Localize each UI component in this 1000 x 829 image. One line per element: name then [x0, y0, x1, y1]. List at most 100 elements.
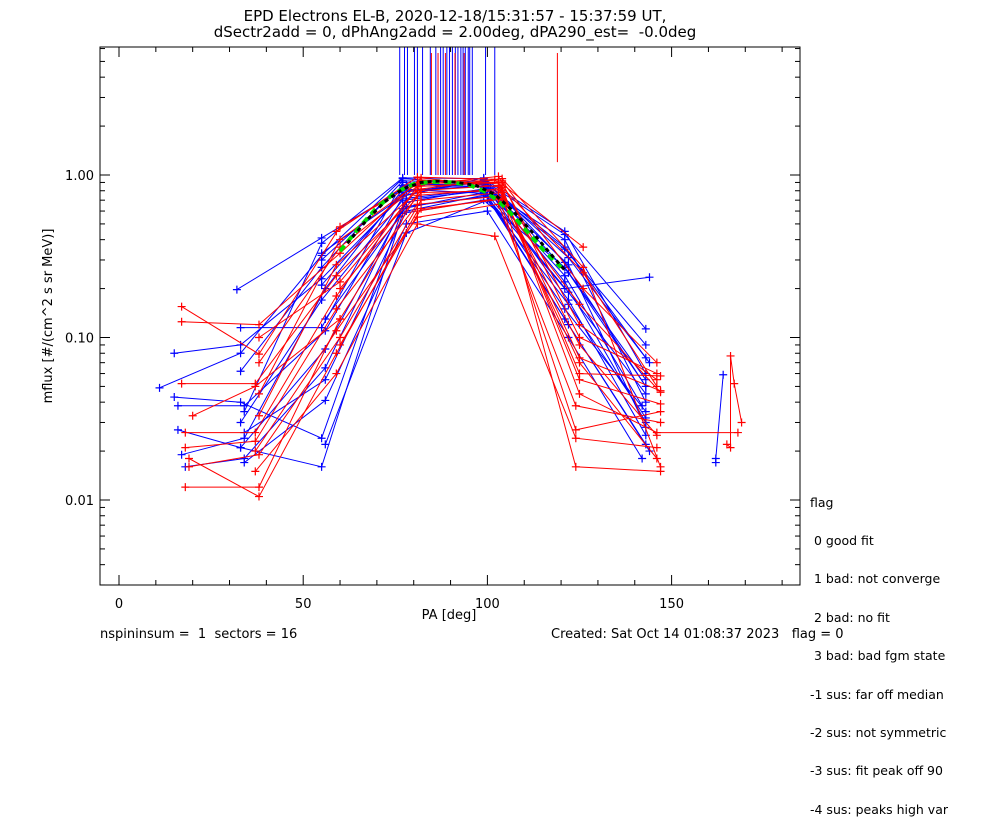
- data-point: [317, 462, 326, 471]
- data-point: [336, 235, 345, 244]
- data-point: [251, 437, 260, 446]
- footer-right: Created: Sat Oct 14 01:08:37 2023 flag =…: [551, 627, 844, 642]
- data-point: [251, 467, 260, 476]
- data-point: [575, 340, 584, 349]
- data-point: [188, 411, 197, 420]
- data-point: [321, 396, 330, 405]
- data-point: [645, 447, 654, 456]
- y-tick-label: 1.00: [65, 169, 94, 184]
- data-point: [652, 454, 661, 463]
- data-point: [336, 284, 345, 293]
- data-point: [332, 260, 341, 269]
- series-line: [244, 193, 647, 434]
- data-point: [173, 425, 182, 434]
- data-point: [730, 379, 739, 388]
- data-point: [240, 407, 249, 416]
- y-tick-label: 0.01: [65, 494, 94, 509]
- data-point: [641, 324, 650, 333]
- legend-item: 2 bad: no fit: [810, 609, 890, 625]
- series-line: [258, 185, 661, 416]
- data-point: [571, 462, 580, 471]
- data-point: [181, 428, 190, 437]
- legend-item: -1 sus: far off median: [810, 686, 944, 702]
- data-point: [332, 326, 341, 335]
- data-point: [236, 349, 245, 358]
- x-axis-label: PA [deg]: [422, 608, 477, 623]
- data-point: [332, 369, 341, 378]
- legend-item: -4 sus: peaks high var: [810, 801, 949, 817]
- data-point: [575, 389, 584, 398]
- y-axis-label: mflux [#/(cm^2 s sr MeV)]: [41, 229, 56, 404]
- data-point: [332, 349, 341, 358]
- data-point: [398, 173, 407, 182]
- y-tick-label: 0.10: [65, 332, 94, 347]
- data-point: [579, 243, 588, 252]
- data-point: [652, 382, 661, 391]
- chart-title-line1: EPD Electrons EL-B, 2020-12-18/15:31:57 …: [243, 7, 667, 25]
- data-point: [726, 351, 735, 360]
- data-point: [641, 389, 650, 398]
- data-point: [321, 440, 330, 449]
- data-point: [652, 428, 661, 437]
- data-point: [711, 454, 720, 463]
- data-point: [560, 271, 569, 280]
- data-point: [332, 304, 341, 313]
- legend-item: 0 good fit: [810, 532, 874, 548]
- data-point: [417, 204, 426, 213]
- legend-item: -3 sus: fit peak off 90: [810, 763, 943, 779]
- data-point: [733, 428, 742, 437]
- data-point: [254, 389, 263, 398]
- data-point: [656, 399, 665, 408]
- data-point: [726, 443, 735, 452]
- series-line: [177, 185, 647, 407]
- data-point: [336, 277, 345, 286]
- data-point: [254, 411, 263, 420]
- data-point: [656, 407, 665, 416]
- plot-frame: [99, 46, 801, 586]
- data-point: [177, 317, 186, 326]
- series-line: [240, 190, 647, 423]
- data-point: [571, 401, 580, 410]
- data-point: [652, 358, 661, 367]
- data-point: [236, 418, 245, 427]
- x-tick-label: 50: [295, 597, 312, 612]
- data-point: [737, 418, 746, 427]
- x-tick-label: 100: [475, 597, 500, 612]
- data-point: [251, 428, 260, 437]
- data-point: [645, 358, 654, 367]
- data-point: [177, 302, 186, 311]
- data-point: [656, 418, 665, 427]
- series-line: [236, 188, 650, 291]
- legend-item: 1 bad: not converge: [810, 571, 941, 587]
- data-point: [722, 440, 731, 449]
- data-point: [575, 333, 584, 342]
- data-point: [184, 454, 193, 463]
- data-point: [184, 462, 193, 471]
- data-point: [417, 196, 426, 205]
- data-point: [177, 450, 186, 459]
- data-point: [638, 454, 647, 463]
- data-point: [413, 219, 422, 228]
- data-point: [652, 369, 661, 378]
- data-point: [181, 443, 190, 452]
- legend-item: 3 bad: bad fgm state: [810, 648, 946, 664]
- data-point: [332, 227, 341, 236]
- data-point: [317, 434, 326, 443]
- series-line: [258, 180, 658, 395]
- data-point: [254, 483, 263, 492]
- data-point: [575, 358, 584, 367]
- data-point: [498, 186, 507, 195]
- data-point: [579, 284, 588, 293]
- data-point: [336, 333, 345, 342]
- legend-title: flag: [810, 494, 834, 510]
- data-point: [236, 323, 245, 332]
- data-point: [332, 292, 341, 301]
- data-point: [254, 333, 263, 342]
- data-point: [170, 349, 179, 358]
- data-point: [155, 383, 164, 392]
- series-line: [254, 203, 661, 452]
- data-point: [251, 447, 260, 456]
- data-point: [490, 232, 499, 241]
- data-point: [575, 320, 584, 329]
- data-point: [332, 271, 341, 280]
